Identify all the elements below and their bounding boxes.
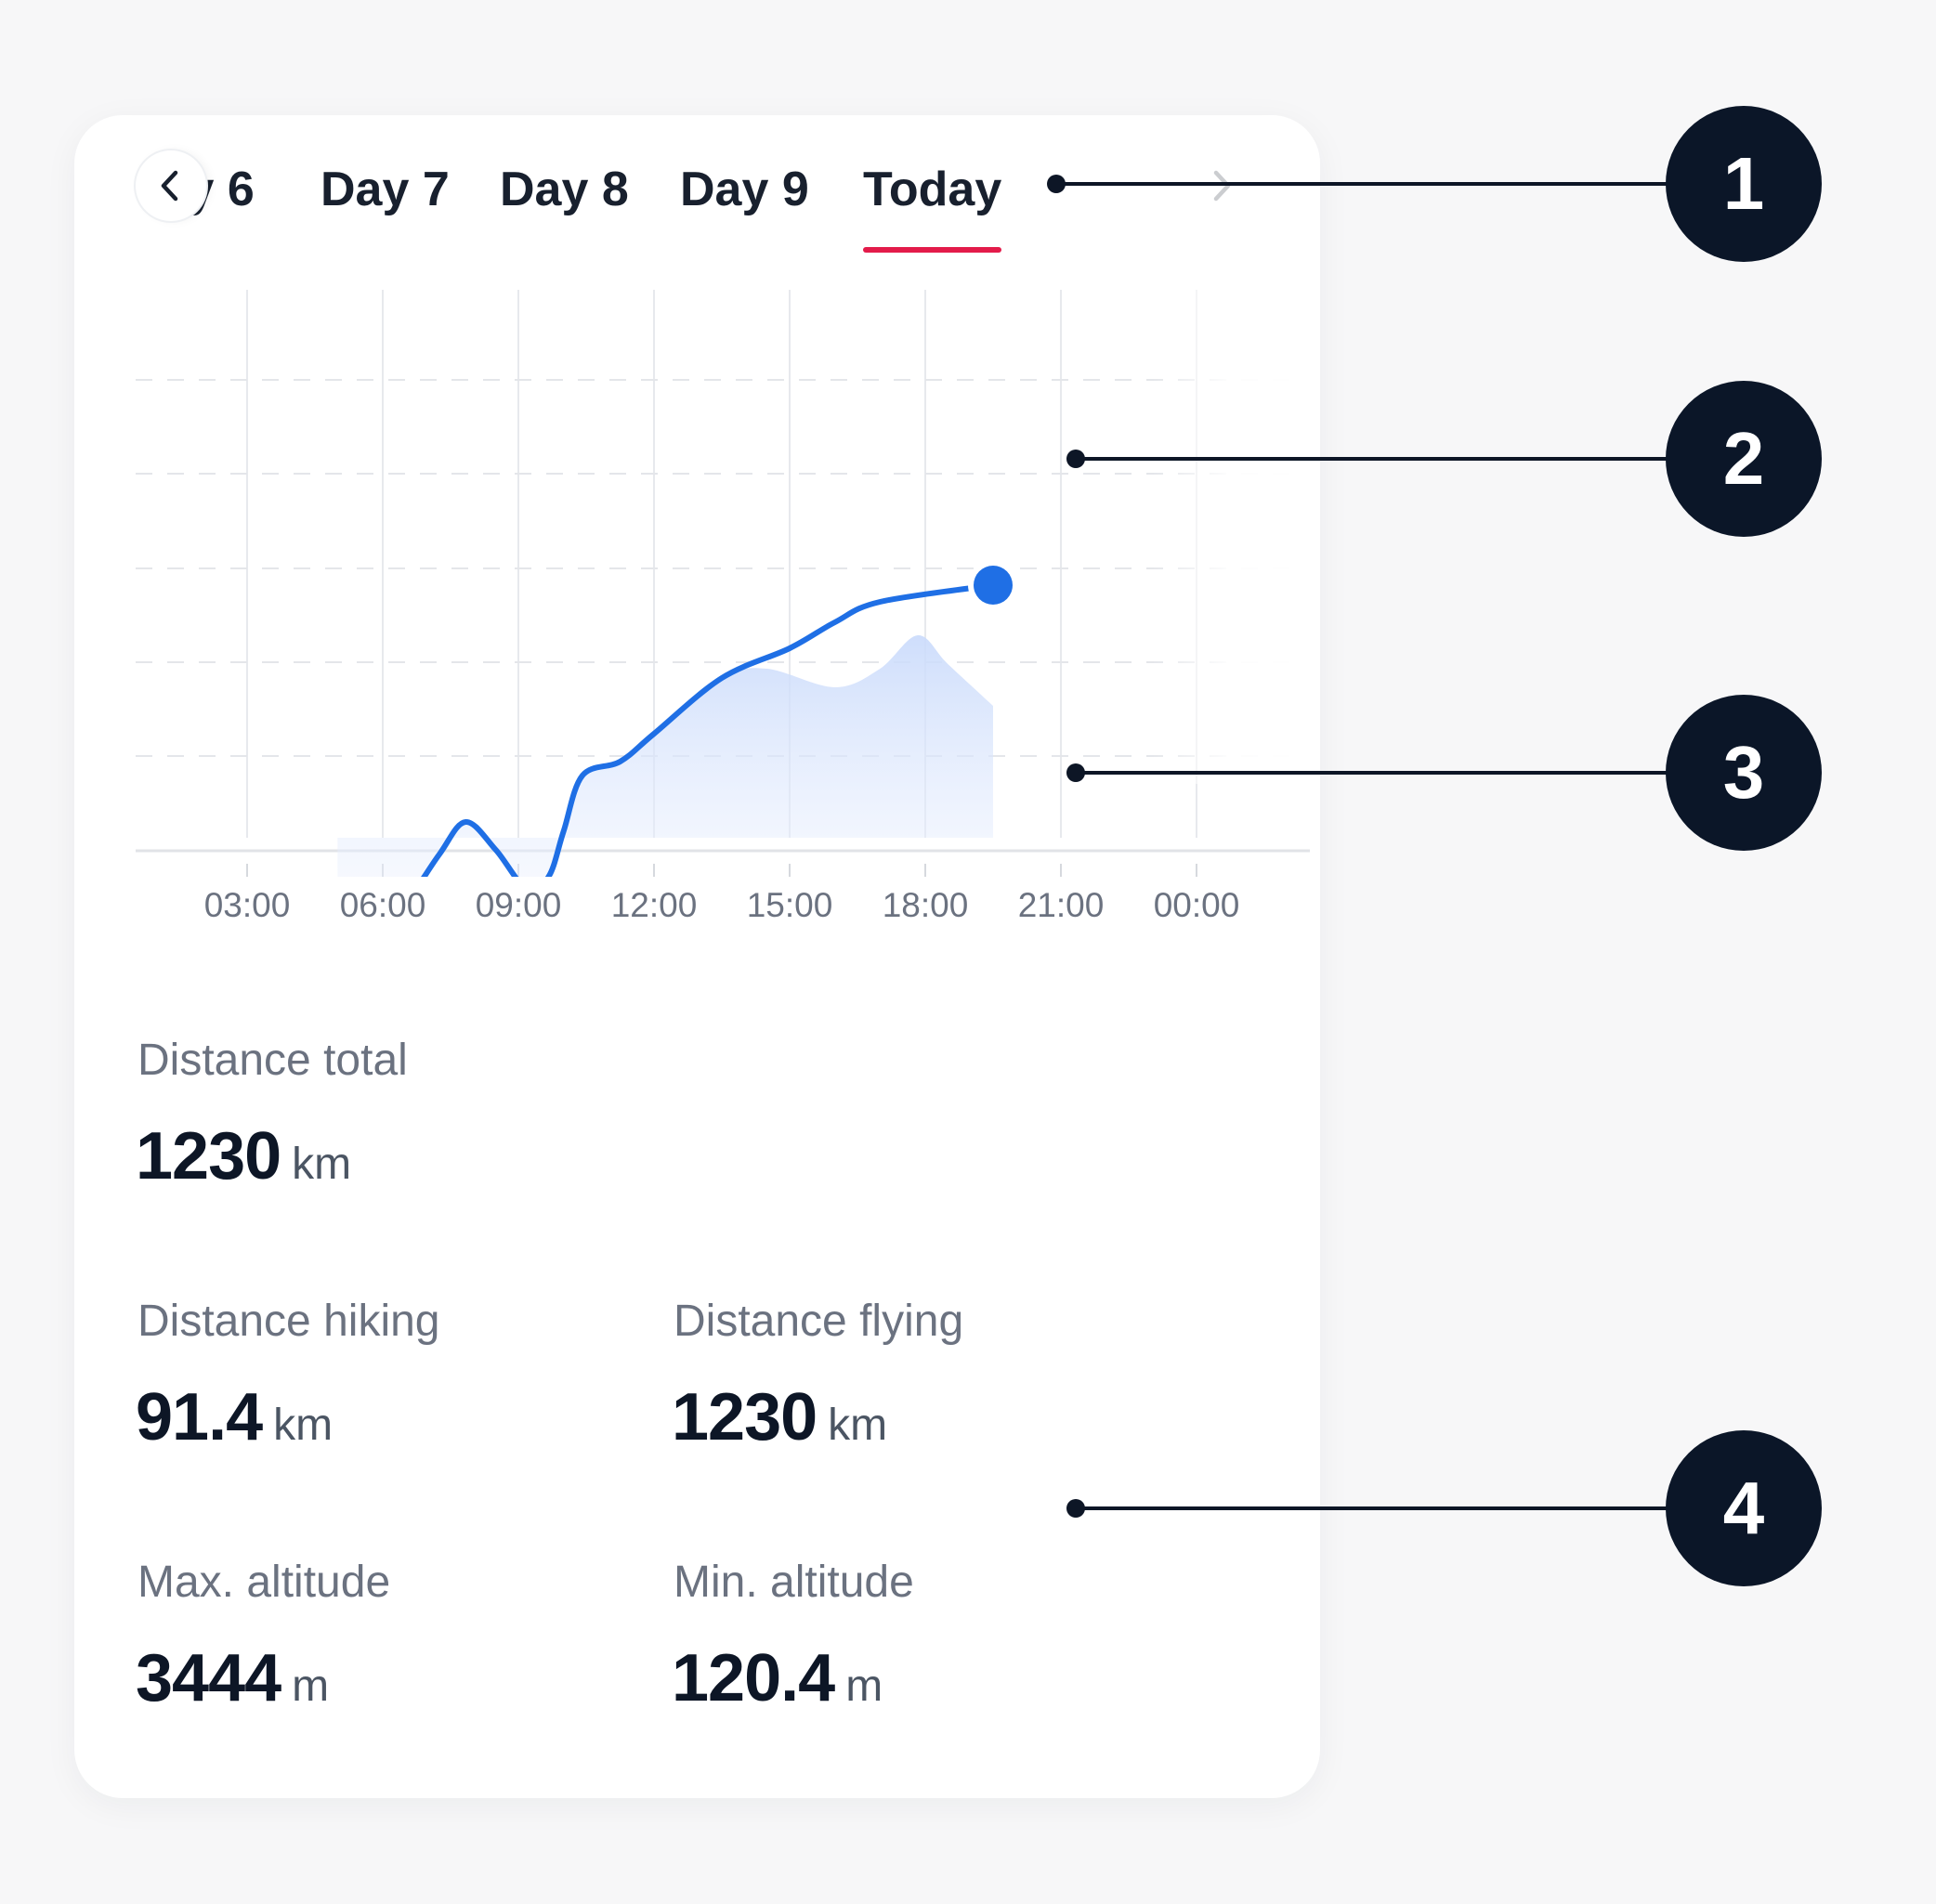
max-altitude-value: 3444 m xyxy=(136,1640,329,1716)
x-tick-label: 12:00 xyxy=(610,886,698,924)
tab-day-7[interactable]: Day 7 xyxy=(320,163,450,216)
min-altitude-number: 120.4 xyxy=(672,1641,835,1715)
max-altitude-label: Max. altitude xyxy=(137,1558,391,1607)
x-tick-label: 06:00 xyxy=(339,886,426,924)
tab-day-9[interactable]: Day 9 xyxy=(680,163,809,216)
callout-1-badge: 1 xyxy=(1666,106,1822,262)
distance-total-value: 1230 km xyxy=(136,1118,351,1194)
tab-today[interactable]: Today xyxy=(863,152,1002,253)
callout-4-badge: 4 xyxy=(1666,1430,1822,1586)
altitude-card: Day 6 Day 7 Day 8 Day 9 Today 03:00 06:0… xyxy=(74,115,1320,1798)
distance-flying-number: 1230 xyxy=(672,1380,818,1454)
distance-total-label: Distance total xyxy=(137,1036,408,1085)
chevron-right-icon xyxy=(1213,170,1231,202)
max-altitude-unit: m xyxy=(292,1662,330,1711)
distance-hiking-label: Distance hiking xyxy=(137,1297,440,1346)
distance-flying-label: Distance flying xyxy=(674,1297,964,1346)
tab-day-8[interactable]: Day 8 xyxy=(500,163,629,216)
altitude-area xyxy=(337,634,993,877)
x-tick-label: 21:00 xyxy=(1017,886,1105,924)
distance-total-unit: km xyxy=(292,1140,352,1189)
distance-hiking-number: 91.4 xyxy=(136,1380,263,1454)
distance-hiking-value: 91.4 km xyxy=(136,1379,333,1455)
chevron-left-icon xyxy=(161,170,178,202)
min-altitude-label: Min. altitude xyxy=(674,1558,914,1607)
callout-3-badge: 3 xyxy=(1666,695,1822,851)
min-altitude-value: 120.4 m xyxy=(672,1640,883,1716)
distance-flying-value: 1230 km xyxy=(672,1379,887,1455)
current-point-marker xyxy=(974,566,1013,605)
x-tick-label: 00:00 xyxy=(1153,886,1240,924)
x-tick-label: 03:00 xyxy=(203,886,291,924)
previous-day-button[interactable] xyxy=(136,150,206,221)
distance-hiking-unit: km xyxy=(273,1401,334,1450)
callout-1-line xyxy=(1056,182,1744,186)
next-day-button[interactable] xyxy=(1185,150,1256,221)
callout-2-line xyxy=(1076,457,1744,461)
altitude-line xyxy=(421,582,996,877)
callout-2-badge: 2 xyxy=(1666,381,1822,537)
distance-flying-unit: km xyxy=(828,1401,888,1450)
x-tick-label: 15:00 xyxy=(746,886,833,924)
x-tick-label: 09:00 xyxy=(475,886,562,924)
distance-total-number: 1230 xyxy=(136,1119,281,1193)
min-altitude-unit: m xyxy=(845,1662,883,1711)
altitude-chart xyxy=(136,290,1310,877)
x-tick-label: 18:00 xyxy=(882,886,969,924)
callout-4-line xyxy=(1076,1506,1744,1510)
callout-3-line xyxy=(1076,771,1744,775)
max-altitude-number: 3444 xyxy=(136,1641,281,1715)
